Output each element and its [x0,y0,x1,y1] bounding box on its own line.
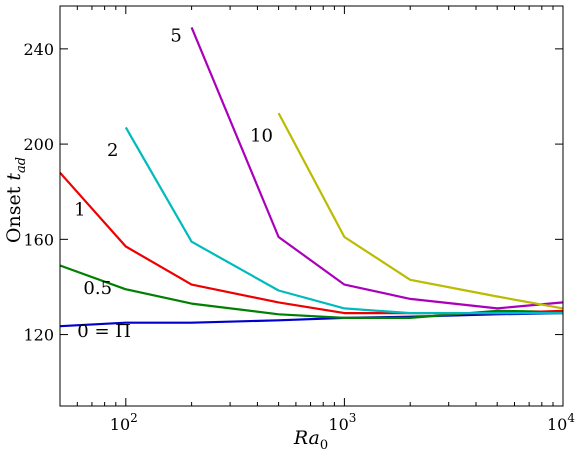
x-tick-label: 104 [547,411,575,434]
y-tick-label: 120 [23,326,54,345]
x-tick-label: 103 [328,411,356,434]
series-line-1 [59,264,564,319]
x-tick-label: 102 [110,411,138,434]
y-tick-label: 240 [23,40,54,59]
plot-border [59,5,564,407]
series-line-4 [190,26,564,310]
x-axis-title: Ra0 [293,427,328,453]
series-label-5: 10 [250,126,273,147]
series-line-5 [277,112,564,310]
series-label-0: 0 = Π [77,321,131,342]
plot-frame [59,5,564,407]
series-line-0 [59,312,564,328]
series-label-4: 5 [170,26,181,47]
axis-ticks [59,6,564,406]
y-tick-label: 200 [23,135,54,154]
series-label-2: 1 [74,200,85,221]
series-label-3: 2 [107,140,118,161]
series-label-1: 0.5 [83,278,112,299]
series-lines [59,26,564,328]
series-labels: 0 = Π 0.5 1 2 5 10 [74,26,273,342]
y-tick-label: 160 [23,230,54,249]
series-line-3 [124,126,563,315]
